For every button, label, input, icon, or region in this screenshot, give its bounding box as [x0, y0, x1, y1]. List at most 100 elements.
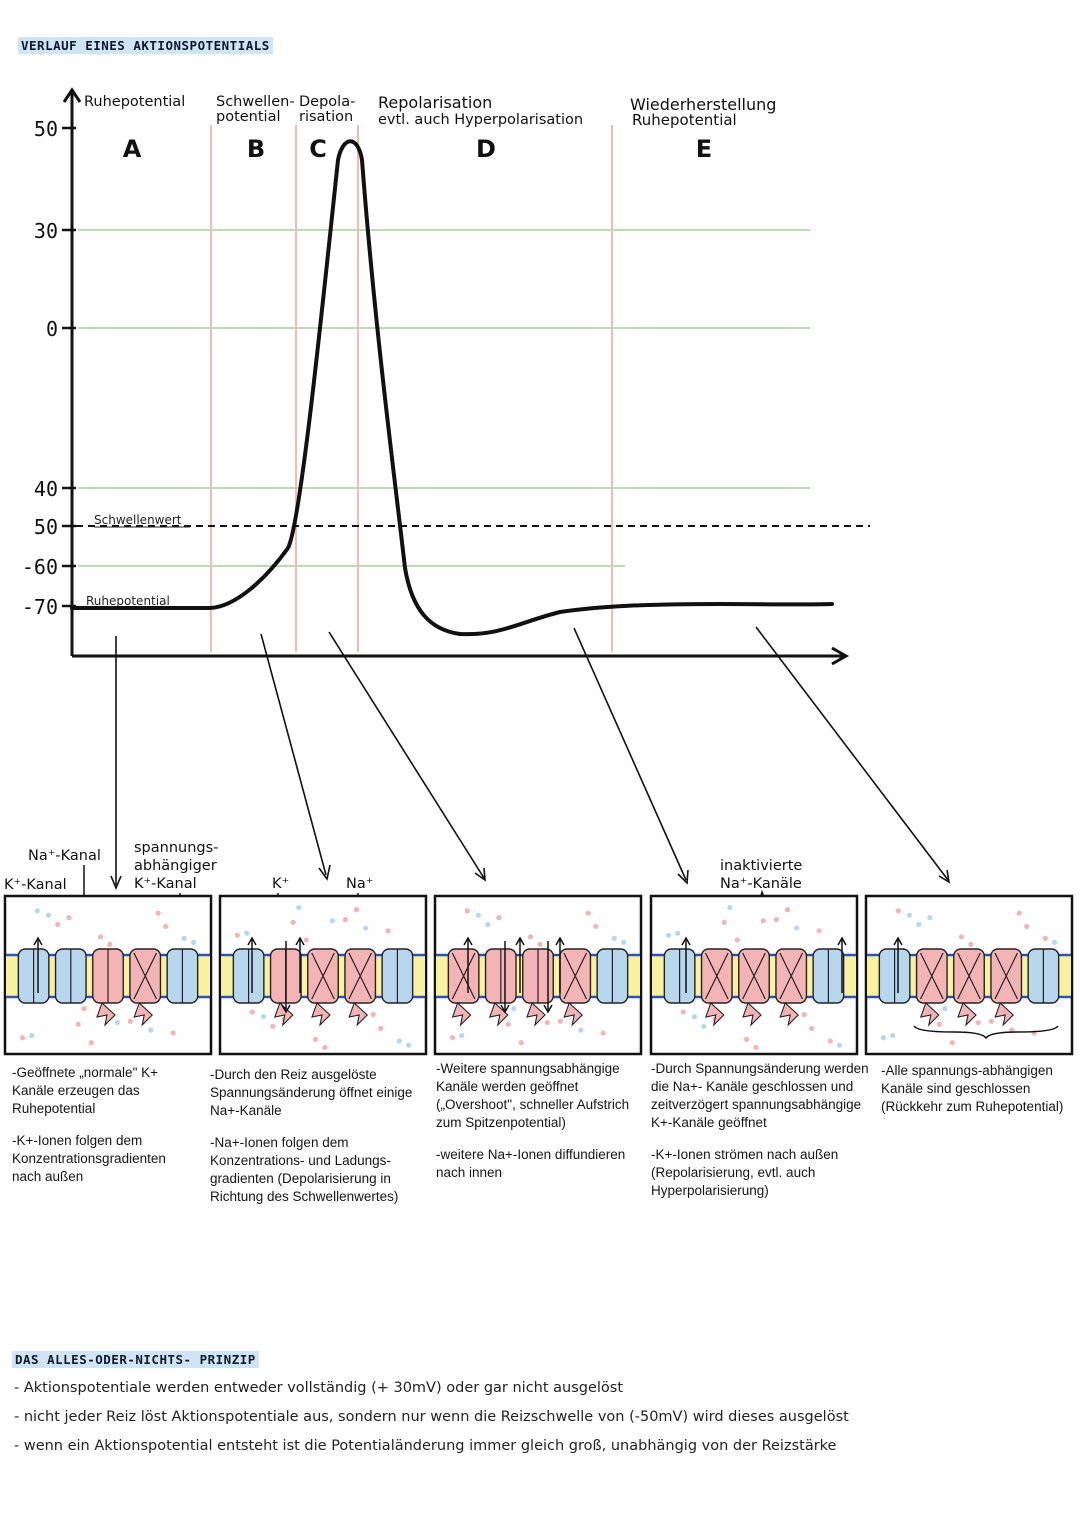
y-tick-label: -60 — [22, 555, 58, 579]
label-k-kanal: K⁺-Kanal — [4, 877, 67, 893]
ion-dot — [170, 1030, 176, 1036]
ion-dot — [816, 928, 822, 934]
principle-line-1: - Aktionspotentiale werden entweder voll… — [14, 1380, 624, 1396]
grid-lines — [78, 229, 810, 567]
description-e-p1: -Alle spannungs-abhängigen Kanäle sind g… — [881, 1063, 1064, 1114]
ion-dot — [405, 1042, 412, 1048]
ion-dot — [1016, 910, 1022, 916]
ion-dot — [88, 1040, 94, 1046]
ion-dot — [378, 1025, 384, 1032]
ion-dot — [181, 935, 187, 942]
description-d: -Durch Spannungsänderung werden die Na+-… — [651, 1060, 877, 1214]
membrane-panel-4 — [649, 894, 859, 1056]
channel-gate — [348, 952, 372, 1000]
channel-gate — [920, 952, 944, 1000]
ion-dot — [75, 1021, 81, 1027]
ion-flow-arrowhead — [837, 936, 847, 946]
ion-dot — [485, 921, 491, 928]
channel-gate — [994, 952, 1018, 1000]
description-a-p1: -Geöffnete „normale" K+ Kanäle erzeugen … — [12, 1065, 158, 1116]
description-e: -Alle spannungs-abhängigen Kanäle sind g… — [881, 1062, 1071, 1130]
ion-dot — [988, 1018, 994, 1024]
y-tick-label: 0 — [46, 317, 58, 341]
label-na-kanal: Na⁺-Kanal — [28, 848, 101, 864]
ion-dot — [578, 1027, 584, 1033]
y-tick-label: -70 — [22, 595, 58, 619]
ion-dot — [620, 939, 627, 946]
ion-dot — [107, 941, 113, 948]
ion-dot — [975, 1019, 981, 1026]
ion-dot — [29, 1032, 35, 1039]
label-inaktivierte-1: inaktivierte — [720, 858, 802, 874]
ion-flow-arrowhead — [543, 1004, 553, 1014]
ion-dot — [19, 1035, 26, 1041]
principle-line-3: - wenn ein Aktionspotential entsteht ist… — [14, 1438, 837, 1454]
description-d-p1: -Durch Spannungsänderung werden die Na+-… — [651, 1061, 869, 1130]
ion-dot — [727, 905, 733, 911]
ion-dot — [322, 1044, 328, 1050]
ion-dot — [270, 1023, 276, 1029]
phase-label-c2: risation — [299, 109, 353, 125]
ion-dot — [511, 1006, 517, 1012]
ion-dot — [114, 1019, 120, 1026]
y-tick-label: 50 — [34, 515, 58, 539]
ion-dot — [544, 1019, 550, 1026]
y-tick-label: 30 — [34, 219, 58, 243]
phase-label-c1: Depola- — [299, 94, 355, 110]
label-na-ion: Na⁺ — [346, 876, 373, 892]
ion-dot — [260, 1014, 267, 1020]
channel-gate — [779, 952, 803, 1000]
ion-dot — [753, 1044, 759, 1050]
ion-dot — [303, 937, 309, 943]
ion-dot — [396, 1038, 402, 1044]
phase-label-b1: Schwellen- — [216, 94, 295, 110]
description-b-p1: -Durch den Reiz ausgelöste Spannungsände… — [210, 1067, 413, 1118]
ion-dot — [968, 941, 974, 948]
ion-flow-arrowhead — [295, 936, 305, 946]
axes — [62, 87, 850, 666]
ion-dot — [127, 1018, 133, 1024]
inactivation-gate — [563, 1002, 583, 1027]
description-c: -Weitere spannungsabhängige Kanäle werde… — [436, 1060, 648, 1196]
description-b: -Durch den Reiz ausgelöste Spannungsände… — [210, 1066, 430, 1220]
channel-gate — [957, 952, 981, 1000]
phase-label-b2: potential — [216, 109, 281, 125]
ion-dot — [81, 1006, 87, 1012]
connector-arrows — [110, 626, 951, 891]
ion-dot — [890, 1032, 896, 1039]
membrane-panel-2 — [218, 894, 428, 1056]
ion-dot — [464, 908, 470, 914]
ion-dot — [942, 1006, 948, 1012]
description-c-p1: -Weitere spannungsabhängige Kanäle werde… — [436, 1061, 630, 1130]
ion-dot — [827, 1038, 833, 1044]
principle-title: DAS ALLES-ODER-NICHTS- PRINZIP — [12, 1351, 259, 1368]
ion-dot — [557, 1018, 563, 1024]
ion-dot — [370, 1011, 376, 1018]
ion-dot — [691, 1014, 698, 1020]
ion-dot — [97, 934, 104, 940]
ion-dot — [880, 1035, 887, 1041]
ion-dot — [760, 918, 766, 924]
phase-label-a: Ruhepotential — [84, 94, 185, 110]
ion-dot — [496, 915, 502, 921]
ion-dot — [244, 930, 250, 936]
ion-dot — [459, 1032, 465, 1039]
ion-dot — [234, 932, 241, 938]
phase-letter-e: E — [696, 135, 712, 163]
ion-flow-arrowhead — [33, 936, 43, 946]
ion-dot — [801, 1011, 807, 1018]
ion-dot — [475, 912, 482, 918]
ion-dot — [527, 934, 534, 940]
ion-dot — [505, 1021, 511, 1027]
ion-dot — [936, 1021, 942, 1027]
channel-gate — [705, 952, 729, 1000]
channel-gate — [563, 952, 587, 1000]
label-inaktivierte-2: Na⁺-Kanäle — [720, 876, 802, 892]
inactivation-gate — [957, 1002, 977, 1027]
label-spannungs-3: K⁺-Kanal — [134, 876, 197, 892]
channel-gate — [311, 952, 335, 1000]
y-ticks — [62, 126, 76, 608]
membrane-panel-1 — [3, 894, 213, 1056]
phase-letter-b: B — [247, 135, 265, 163]
ion-dot — [794, 925, 800, 931]
